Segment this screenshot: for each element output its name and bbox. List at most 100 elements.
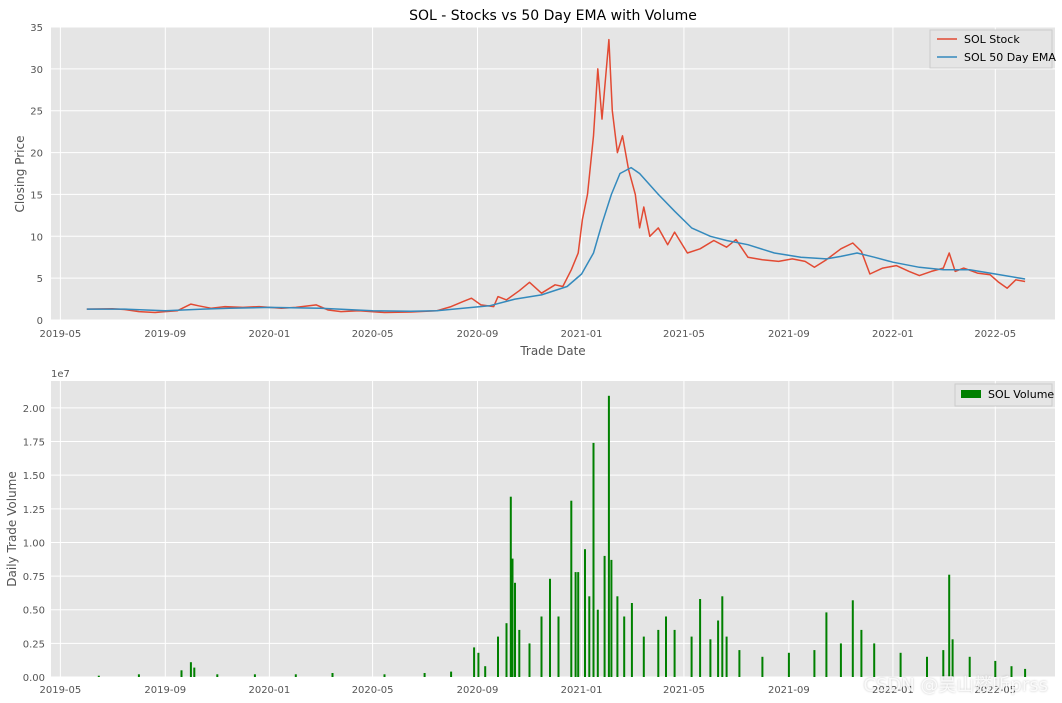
price-x-tick-label: 2019-05 bbox=[39, 329, 81, 340]
volume-bar bbox=[1010, 666, 1013, 677]
volume-bar bbox=[616, 596, 619, 677]
volume-y-tick-label: 0.50 bbox=[23, 606, 45, 617]
price-y-tick-label: 5 bbox=[37, 274, 43, 285]
volume-bar bbox=[926, 656, 928, 677]
volume-bar bbox=[216, 674, 219, 677]
volume-y-tick-label: 0.00 bbox=[23, 673, 45, 684]
volume-bar bbox=[477, 652, 480, 677]
volume-bar bbox=[994, 660, 997, 677]
volume-bar bbox=[570, 500, 573, 677]
volume-bar bbox=[699, 599, 702, 677]
volume-bar bbox=[603, 555, 606, 677]
volume-bar bbox=[851, 600, 854, 677]
volume-bar bbox=[657, 629, 660, 677]
volume-bar bbox=[189, 662, 192, 677]
volume-y-tick-label: 1.75 bbox=[23, 438, 45, 449]
volume-bar bbox=[484, 666, 487, 677]
chart-title: SOL - Stocks vs 50 Day EMA with Volume bbox=[409, 8, 697, 24]
volume-legend-box bbox=[954, 383, 1053, 407]
volume-bar bbox=[642, 636, 645, 677]
volume-x-tick-label: 2022-05 bbox=[974, 685, 1016, 696]
volume-x-tick-label: 2019-05 bbox=[39, 685, 81, 696]
volume-bar bbox=[509, 496, 512, 677]
legend-volume-label: SOL Volume bbox=[988, 388, 1054, 401]
volume-y-tick-label: 1.25 bbox=[23, 505, 45, 516]
legend-volume-swatch bbox=[961, 390, 981, 398]
volume-bar bbox=[725, 636, 728, 677]
volume-bar bbox=[383, 674, 386, 677]
volume-x-tick-label: 2022-01 bbox=[872, 685, 914, 696]
volume-bar bbox=[738, 650, 741, 677]
volume-bar bbox=[423, 673, 426, 677]
price-x-tick-label: 2021-05 bbox=[663, 329, 705, 340]
watermark: CSDN @吴山楼听prss bbox=[863, 675, 1048, 696]
volume-bar bbox=[717, 620, 720, 677]
volume-bar bbox=[528, 643, 531, 677]
volume-bar bbox=[549, 578, 551, 677]
volume-bar bbox=[951, 639, 954, 677]
volume-bar bbox=[839, 643, 842, 677]
volume-bar bbox=[137, 674, 140, 677]
volume-bar bbox=[574, 572, 577, 677]
volume-bar bbox=[596, 609, 599, 677]
price-lines bbox=[86, 38, 1026, 314]
price-legend: SOL Stock SOL 50 Day EMA bbox=[929, 29, 1056, 69]
volume-bar bbox=[942, 650, 945, 677]
legend-stock-label: SOL Stock bbox=[964, 33, 1020, 46]
volume-x-tick-label: 2020-09 bbox=[457, 685, 499, 696]
volume-bar bbox=[721, 596, 724, 677]
price-x-tick-label: 2022-01 bbox=[872, 329, 914, 340]
volume-bar bbox=[331, 673, 334, 677]
volume-bar bbox=[673, 629, 676, 677]
price-x-tick-label: 2020-05 bbox=[352, 329, 394, 340]
volume-bar bbox=[450, 671, 453, 677]
volume-bar bbox=[588, 596, 591, 677]
volume-bar bbox=[968, 656, 971, 677]
volume-bar bbox=[514, 582, 516, 677]
volume-bar bbox=[665, 616, 667, 677]
price-y-tick-label: 10 bbox=[30, 232, 43, 243]
volume-legend: SOL Volume bbox=[954, 383, 1054, 407]
volume-x-tick-label: 2021-05 bbox=[663, 685, 705, 696]
price-y-axis-label: Closing Price bbox=[13, 136, 27, 213]
price-y-tick-label: 25 bbox=[30, 107, 43, 118]
volume-bar bbox=[180, 670, 183, 677]
price-x-tick-label: 2019-09 bbox=[144, 329, 186, 340]
volume-bar bbox=[623, 616, 626, 677]
price-x-tick-label: 2022-05 bbox=[974, 329, 1016, 340]
price-y-tick-label: 15 bbox=[30, 190, 43, 201]
volume-bar bbox=[584, 549, 586, 677]
volume-bar bbox=[253, 674, 256, 677]
volume-grid bbox=[51, 381, 1055, 678]
price-y-tick-label: 30 bbox=[30, 65, 43, 76]
volume-bar bbox=[873, 643, 876, 677]
volume-bar bbox=[97, 675, 100, 677]
volume-y-tick-label: 2.00 bbox=[23, 404, 45, 415]
sol-ema-line bbox=[86, 166, 1026, 312]
price-x-axis-label: Trade Date bbox=[519, 344, 585, 358]
volume-x-ticks: 2019-05 2019-09 2020-01 2020-05 2020-09 2021-… bbox=[39, 685, 1016, 696]
price-x-tick-label: 2021-01 bbox=[561, 329, 603, 340]
volume-x-tick-label: 2021-01 bbox=[561, 685, 603, 696]
volume-x-tick-label: 2019-09 bbox=[144, 685, 186, 696]
volume-bar bbox=[518, 629, 521, 677]
volume-bar bbox=[709, 639, 712, 677]
price-y-ticks: 0 5 10 15 20 25 30 35 bbox=[30, 23, 43, 327]
volume-bar bbox=[294, 674, 297, 677]
volume-bar bbox=[557, 616, 560, 677]
price-y-tick-label: 0 bbox=[37, 316, 43, 327]
legend-ema-label: SOL 50 Day EMA bbox=[964, 51, 1056, 64]
volume-x-tick-label: 2021-09 bbox=[768, 685, 810, 696]
volume-bar bbox=[577, 572, 580, 677]
price-y-tick-label: 35 bbox=[30, 23, 43, 34]
volume-x-tick-label: 2020-01 bbox=[248, 685, 290, 696]
volume-bar bbox=[610, 559, 613, 677]
volume-y-tick-label: 0.25 bbox=[23, 639, 45, 650]
volume-bar bbox=[607, 395, 610, 677]
volume-bar bbox=[193, 667, 196, 677]
price-legend-box bbox=[929, 29, 1053, 69]
volume-bar bbox=[505, 623, 508, 677]
volume-bar bbox=[813, 650, 816, 677]
volume-y-tick-label: 0.75 bbox=[23, 572, 45, 583]
